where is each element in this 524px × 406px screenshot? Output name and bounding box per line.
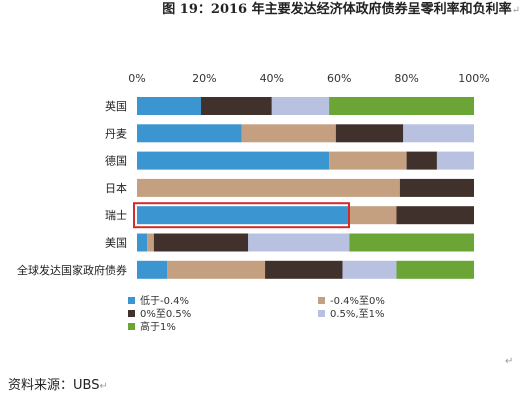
category-label: 瑞士 <box>105 208 127 222</box>
bar-segment <box>396 260 474 279</box>
paragraph-mark: ↵ <box>505 356 514 367</box>
bar-segment <box>137 206 350 225</box>
x-tick-label: 60% <box>327 72 351 85</box>
x-tick-label: 0% <box>128 72 145 85</box>
bar-segment <box>349 206 397 225</box>
legend-swatch <box>128 297 135 304</box>
category-label: 全球发达国家政府债券 <box>17 263 127 277</box>
bar-segment <box>396 206 474 225</box>
legend-label: -0.4%至0% <box>330 295 385 307</box>
bar-segment <box>406 151 437 170</box>
bar-segment <box>201 97 272 115</box>
stacked-bar-chart: 0% 20% 40% 60% 80% 100% 英国丹麦德国日本瑞士美国全球发达国家政府债… <box>17 72 490 333</box>
bar-segment <box>329 151 407 170</box>
bar-segment <box>137 233 148 252</box>
bar-segment <box>271 97 330 115</box>
bar-segment <box>137 124 242 143</box>
category-label: 英国 <box>105 99 127 113</box>
bar-segment <box>399 178 474 197</box>
x-tick-label: 100% <box>458 72 489 85</box>
bar-segment <box>335 124 404 143</box>
source-note: 资料来源：UBS↵ <box>8 378 108 393</box>
bar-segment <box>147 233 154 252</box>
bar-segment <box>329 97 474 115</box>
legend-label: 高于1% <box>140 320 176 333</box>
category-label: 美国 <box>105 237 127 250</box>
bar-segment <box>137 260 168 279</box>
highlight-box <box>133 202 350 229</box>
legend-swatch <box>318 297 325 304</box>
legend-label: 低于-0.4% <box>140 294 189 307</box>
legend-swatch <box>128 323 135 330</box>
legend-label: 0.5%,至1% <box>330 308 384 320</box>
bar-segment <box>137 178 400 197</box>
bar-segment <box>241 124 336 143</box>
category-label: 丹麦 <box>105 127 127 140</box>
bar-segment <box>137 151 330 170</box>
legend-label: 0%至0.5% <box>140 308 191 320</box>
figure-title: 图 19：2016 年主要发达经济体政府债券呈零利率和负利率↵ <box>162 2 520 17</box>
x-tick-label: 40% <box>260 72 284 85</box>
bar-segment <box>403 124 474 143</box>
category-label: 德国 <box>105 154 127 168</box>
legend-swatch <box>128 310 135 317</box>
bar-segment <box>153 233 249 252</box>
bar-segment <box>137 97 202 115</box>
legend-swatch <box>318 310 325 317</box>
highlight-box-rect <box>133 202 350 229</box>
bar-segment <box>248 233 350 252</box>
bar-segments <box>137 97 474 279</box>
bar-segment <box>342 260 397 279</box>
bar-segment <box>436 151 474 170</box>
bar-segment <box>349 233 474 252</box>
x-tick-label: 20% <box>192 72 216 85</box>
legend: 低于-0.4% -0.4%至0% 0%至0.5% 0.5%,至1% 高于1% <box>128 294 385 333</box>
x-tick-label: 80% <box>394 72 418 85</box>
bar-segment <box>167 260 266 279</box>
x-tick-labels: 0% 20% 40% 60% 80% 100% <box>128 72 489 85</box>
bar-segment <box>265 260 343 279</box>
category-label: 日本 <box>105 181 127 195</box>
